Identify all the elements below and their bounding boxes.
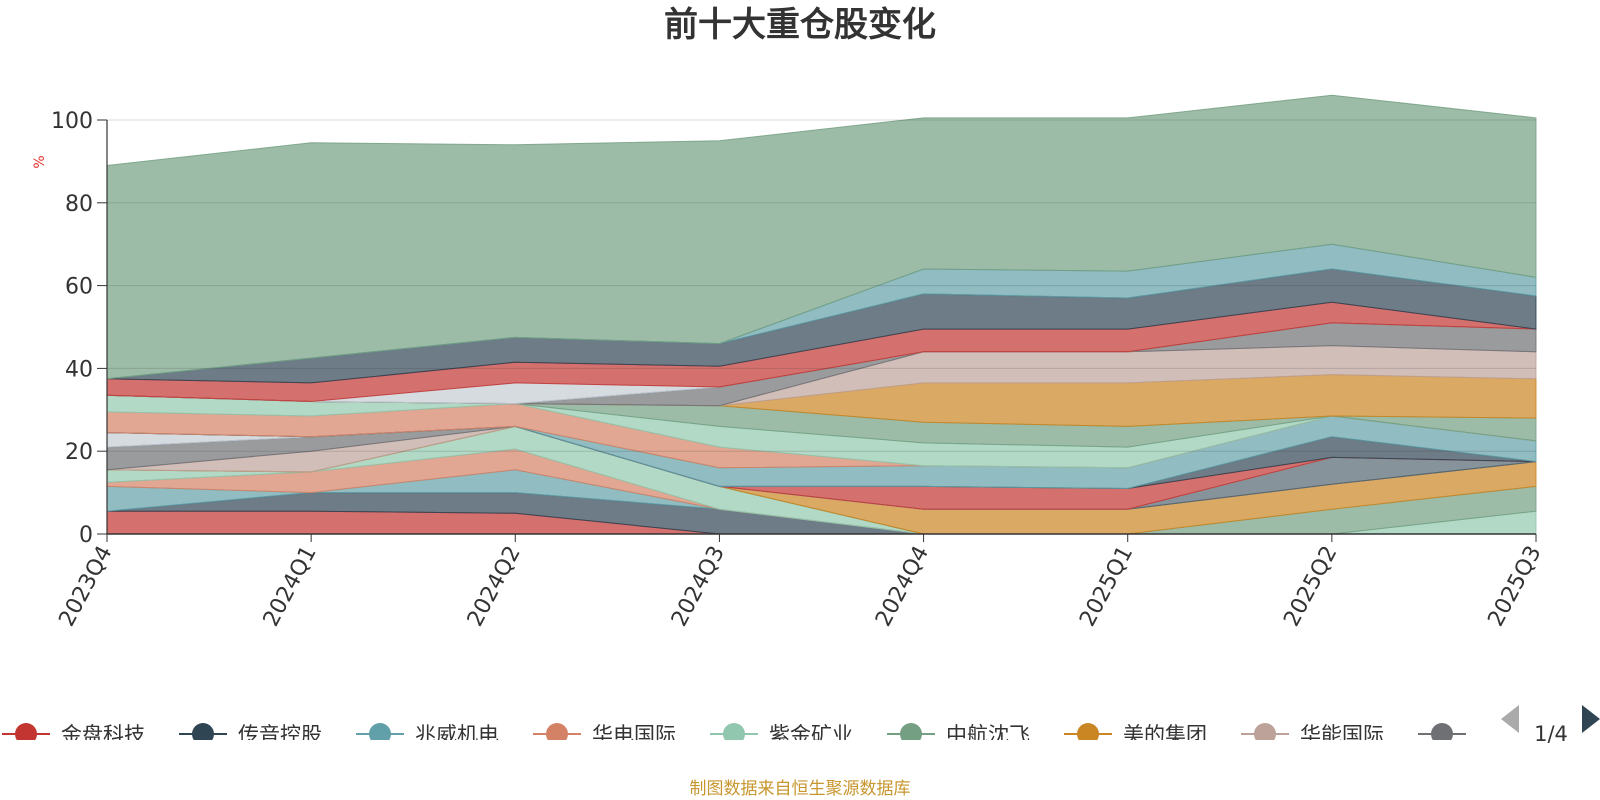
legend-page-indicator: 1/4 <box>1534 722 1568 746</box>
y-tick-label-100: 100 <box>51 109 93 134</box>
y-axis-unit: % <box>32 155 48 168</box>
legend-marker <box>1254 723 1276 740</box>
legend-item-4[interactable]: 紫金矿业 <box>710 723 853 747</box>
x-tick-label-2025Q2: 2025Q2 <box>1279 542 1342 631</box>
legend-marker <box>1077 723 1099 740</box>
area-layers <box>106 94 1537 535</box>
data-source-note: 制图数据来自恒生聚源数据库 <box>690 779 911 799</box>
legend-item-5[interactable]: 中航沈飞 <box>887 723 1030 747</box>
legend-label: 紫金矿业 <box>769 723 853 747</box>
y-tick-labels: 0 20 40 60 80 100 <box>51 109 93 548</box>
legend-next-page-icon[interactable] <box>1582 705 1600 733</box>
legend-marker <box>900 723 922 740</box>
x-tick-label-2023Q4: 2023Q4 <box>55 542 118 631</box>
x-tick-label-2024Q2: 2024Q2 <box>463 542 526 631</box>
legend-label: 美的集团 <box>1123 723 1207 747</box>
y-tick-label-0: 0 <box>79 523 93 548</box>
x-tick-label-2024Q3: 2024Q3 <box>667 542 730 631</box>
y-tick-label-80: 80 <box>65 192 93 217</box>
y-tick-label-40: 40 <box>65 357 93 382</box>
legend-label: 工 <box>1477 723 1498 747</box>
legend-label: 金盘科技 <box>61 723 145 747</box>
legend-item-3[interactable]: 华电国际 <box>533 723 676 747</box>
x-tick-labels: 2023Q4 2024Q1 2024Q2 2024Q3 2024Q4 2025Q1 2025… <box>55 542 1547 631</box>
legend-label: 兆威机电 <box>415 723 499 747</box>
gridlines <box>107 119 1536 452</box>
axes <box>97 119 1537 542</box>
legend-item-2[interactable]: 兆威机电 <box>356 723 499 747</box>
x-tick-label-2025Q3: 2025Q3 <box>1484 542 1547 631</box>
legend-label: 中航沈飞 <box>946 723 1030 747</box>
legend-marker <box>723 723 745 740</box>
x-tick-label-2025Q1: 2025Q1 <box>1075 542 1138 631</box>
legend-marker <box>15 723 37 740</box>
x-tick-label-2024Q4: 2024Q4 <box>871 542 934 631</box>
legend-label: 传音控股 <box>238 723 322 747</box>
area-series-25 <box>106 94 1537 380</box>
legend-prev-page-icon[interactable] <box>1501 705 1519 733</box>
legend-label: 华电国际 <box>592 723 676 747</box>
legend-marker <box>192 723 214 740</box>
legend-marker <box>1431 723 1453 740</box>
legend: 金盘科技 传音控股 兆威机电 华电国际 紫金矿业 中航沈飞 美的集团 华能国际 工 <box>2 723 1498 747</box>
y-tick-label-20: 20 <box>65 440 93 465</box>
legend-item-1[interactable]: 传音控股 <box>179 723 322 747</box>
y-tick-label-60: 60 <box>65 275 93 300</box>
x-tick-label-2024Q1: 2024Q1 <box>259 542 322 631</box>
legend-item-0[interactable]: 金盘科技 <box>2 723 145 747</box>
legend-marker <box>546 723 568 740</box>
legend-pager: 1/4 <box>1501 705 1600 746</box>
legend-label: 华能国际 <box>1300 723 1384 747</box>
legend-marker <box>369 723 391 740</box>
legend-item-8[interactable]: 工 <box>1418 723 1498 747</box>
legend-item-6[interactable]: 美的集团 <box>1064 723 1207 747</box>
chart-title: 前十大重仓股变化 <box>664 5 936 45</box>
legend-item-7[interactable]: 华能国际 <box>1241 723 1384 747</box>
